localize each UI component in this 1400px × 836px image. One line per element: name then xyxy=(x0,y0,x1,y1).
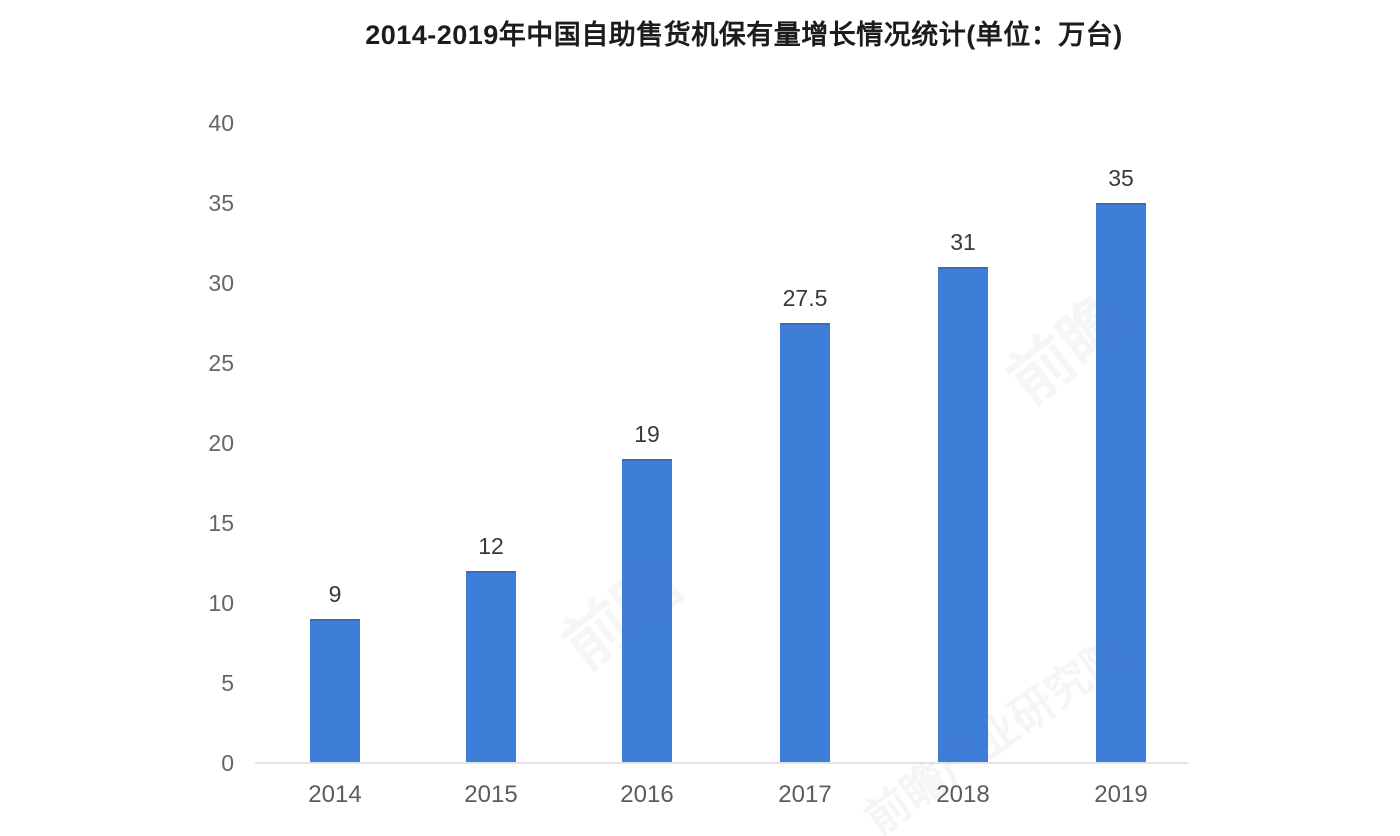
x-tick-label: 2015 xyxy=(464,781,518,808)
y-tick-label: 30 xyxy=(208,270,234,296)
bar-2017 xyxy=(780,323,830,762)
bar-value-label: 27.5 xyxy=(782,285,828,311)
x-tick-label: 2017 xyxy=(778,781,832,808)
chart-title: 2014-2019年中国自助售货机保有量增长情况统计(单位：万台) xyxy=(365,20,1123,50)
bar-value-label: 31 xyxy=(950,229,976,255)
bar-value-label: 12 xyxy=(478,533,504,559)
y-tick-label: 35 xyxy=(208,190,234,216)
x-tick-label: 2019 xyxy=(1094,781,1148,808)
bar-value-label: 9 xyxy=(328,581,342,607)
y-tick-label: 25 xyxy=(208,350,234,376)
bar-value-label: 19 xyxy=(634,421,660,447)
x-tick-label: 2014 xyxy=(308,781,362,808)
bar-2019 xyxy=(1096,203,1146,762)
y-tick-label: 40 xyxy=(208,110,234,136)
y-tick-label: 0 xyxy=(221,750,234,776)
bar-2014 xyxy=(310,619,360,762)
x-tick-label: 2018 xyxy=(936,781,990,808)
watermark: 前瞻 xyxy=(540,535,698,686)
y-tick-label: 20 xyxy=(208,430,234,456)
x-axis-line xyxy=(255,762,1188,764)
bar-2016 xyxy=(622,459,672,762)
y-tick-label: 15 xyxy=(208,510,234,536)
bar-value-label: 35 xyxy=(1108,165,1134,191)
x-tick-label: 2016 xyxy=(620,781,674,808)
bar-2015 xyxy=(466,571,516,762)
bar-2018 xyxy=(938,267,988,762)
y-tick-label: 5 xyxy=(221,670,234,696)
y-tick-label: 10 xyxy=(208,590,234,616)
